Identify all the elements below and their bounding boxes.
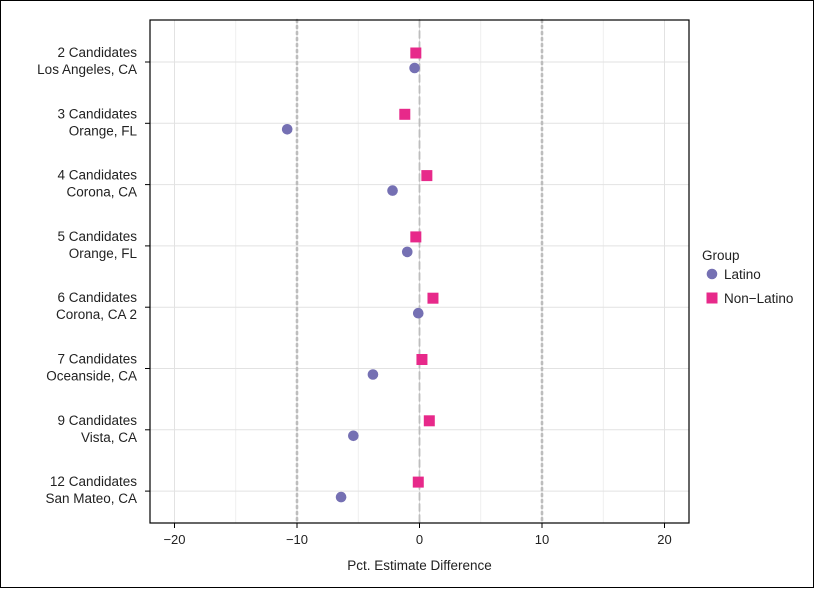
non-latino-point [410, 47, 422, 59]
latino-point [367, 369, 379, 380]
non-latino-point [412, 476, 424, 488]
x-tick-label: 10 [535, 532, 549, 547]
y-category-label-line2: Oceanside, CA [46, 369, 137, 384]
y-category-label-line1: 5 Candidates [57, 229, 137, 244]
y-category-label-line1: 12 Candidates [50, 474, 137, 489]
non-latino-point [410, 231, 422, 243]
non-latino-point [416, 354, 428, 365]
legend-latino-key [706, 268, 718, 280]
y-category-label-line2: Corona, CA 2 [56, 307, 137, 322]
non-latino-point [423, 415, 435, 427]
y-category-label-line2: Corona, CA [66, 185, 137, 200]
y-category-label-line2: San Mateo, CA [45, 491, 137, 506]
x-tick-label: 0 [416, 532, 423, 547]
x-tick-label: 20 [657, 532, 671, 547]
y-category-label-line2: Vista, CA [81, 430, 137, 445]
latino-point [335, 491, 347, 503]
y-category-label-line1: 4 Candidates [57, 168, 137, 183]
non-latino-point [421, 170, 433, 182]
x-tick-label: −20 [163, 532, 185, 547]
non-latino-point [399, 108, 411, 120]
latino-point [401, 246, 413, 258]
y-category-label-line1: 2 Candidates [57, 45, 137, 60]
legend-title: Group [702, 248, 740, 263]
x-axis-title: Pct. Estimate Difference [347, 558, 492, 573]
latino-point [348, 430, 359, 442]
latino-point [412, 307, 424, 319]
legend-non-latino-key [706, 292, 718, 304]
x-tick-label: −10 [286, 532, 308, 547]
y-category-label-line1: 7 Candidates [57, 352, 137, 367]
y-category-label-line2: Los Angeles, CA [37, 62, 137, 77]
legend-label: Non−Latino [724, 291, 793, 306]
legend-label: Latino [724, 267, 761, 282]
latino-point [387, 185, 398, 196]
non-latino-point [427, 292, 439, 304]
latino-point [409, 62, 420, 74]
y-category-label-line2: Orange, FL [69, 123, 138, 138]
y-category-label-line2: Orange, FL [69, 246, 138, 261]
y-category-label-line1: 9 Candidates [57, 413, 137, 428]
y-category-label-line1: 3 Candidates [57, 106, 137, 121]
latino-point [281, 124, 293, 135]
y-category-label-line1: 6 Candidates [57, 290, 137, 305]
